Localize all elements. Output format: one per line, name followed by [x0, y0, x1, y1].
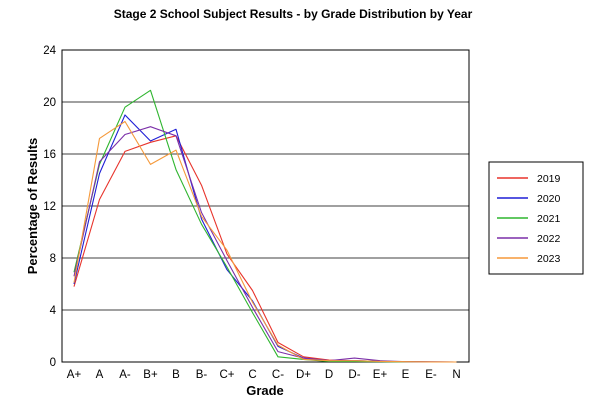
y-tick-label: 8	[50, 253, 56, 265]
legend-label-2022: 2022	[537, 233, 561, 245]
x-tick-label: B+	[143, 369, 158, 381]
x-tick-label: E+	[373, 369, 388, 381]
x-tick-label: A	[96, 369, 104, 381]
series-line-2022	[73, 126, 457, 363]
grid-layer	[62, 101, 469, 311]
legend: 2019 2020 2021 2022 2023	[488, 161, 584, 275]
x-tick-label: E-	[425, 369, 437, 381]
legend-label-2020: 2020	[537, 193, 561, 205]
y-tick-label: 16	[43, 149, 56, 161]
x-tick-label: B	[172, 369, 180, 381]
x-tick-label: C+	[219, 369, 234, 381]
y-axis-title: Percentage of Results	[25, 138, 40, 275]
y-tick-label: 20	[43, 97, 56, 109]
x-tick-label: B-	[196, 369, 208, 381]
legend-label-2021: 2021	[537, 213, 561, 225]
y-tick-label: 0	[50, 357, 56, 369]
chart-title: Stage 2 School Subject Results - by Grad…	[114, 7, 473, 21]
x-tick-label: C	[248, 369, 256, 381]
x-tick-label: A-	[119, 369, 131, 381]
series-layer	[73, 89, 457, 363]
plot-frame	[61, 49, 470, 363]
x-tick-label: A+	[67, 369, 82, 381]
x-tick-label: E	[402, 369, 410, 381]
series-line-2019	[73, 135, 457, 363]
x-tick-label: D-	[348, 369, 360, 381]
series-line-2020	[73, 114, 457, 363]
legend-items: 2019 2020 2021 2022 2023	[497, 173, 561, 265]
x-axis-title: Grade	[246, 383, 284, 398]
y-tick-label: 12	[43, 201, 56, 213]
legend-label-2023: 2023	[537, 253, 561, 265]
series-line-2023	[73, 120, 457, 363]
legend-label-2019: 2019	[537, 173, 561, 185]
x-tick-label: D+	[296, 369, 311, 381]
y-tick-label: 24	[43, 45, 56, 57]
series-line-2021	[73, 89, 457, 363]
x-tick-label: N	[452, 369, 460, 381]
y-tick-label: 4	[50, 305, 57, 317]
x-tick-label: D	[325, 369, 333, 381]
x-tick-label: C-	[272, 369, 284, 381]
x-tick-labels: A+ A A- B+ B B- C+ C C- D+ D D- E+ E E- N	[67, 369, 461, 381]
y-tick-labels: 0 4 8 12 16 20 24	[43, 45, 56, 369]
